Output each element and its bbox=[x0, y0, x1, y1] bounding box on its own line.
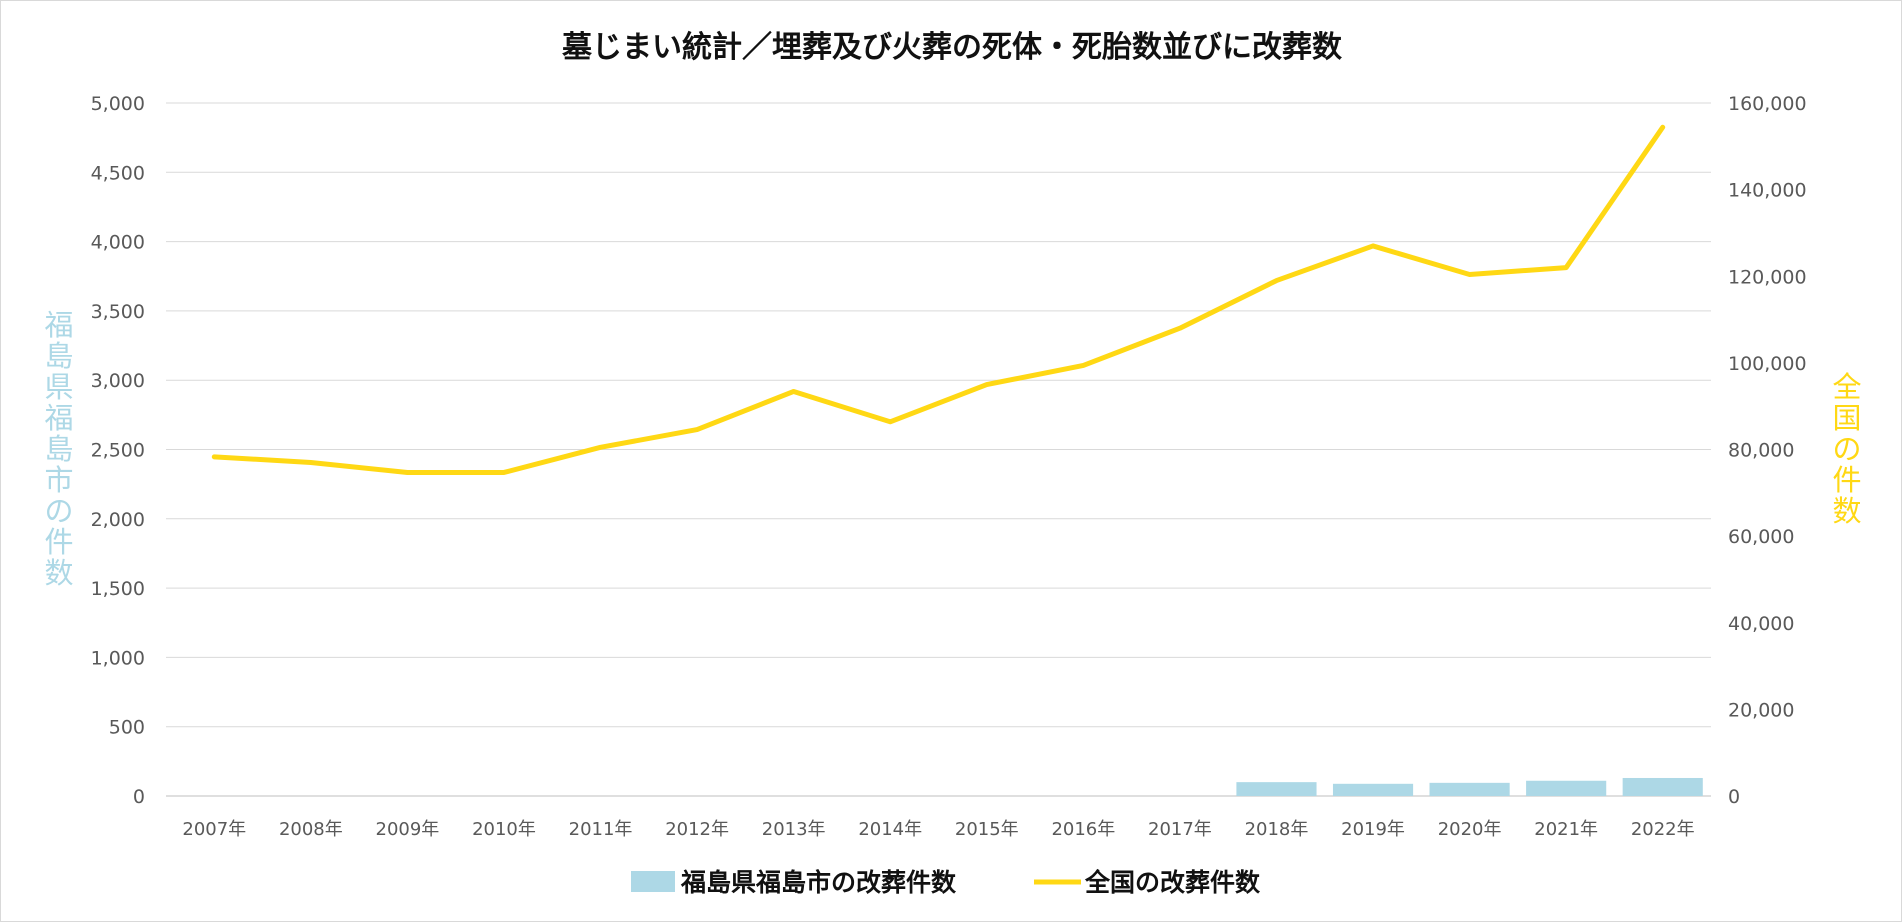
x-tick-label: 2019年 bbox=[1341, 819, 1405, 840]
line-point bbox=[1372, 245, 1374, 247]
bar bbox=[1429, 782, 1510, 796]
left-tick-label: 0 bbox=[133, 786, 145, 808]
line-point bbox=[1469, 274, 1471, 276]
x-tick-label: 2012年 bbox=[665, 819, 729, 840]
right-tick-label: 20,000 bbox=[1728, 699, 1794, 721]
right-tick-label: 100,000 bbox=[1728, 353, 1807, 375]
x-tick-label: 2016年 bbox=[1051, 819, 1115, 840]
line-point bbox=[1082, 364, 1084, 366]
legend-swatch-bar bbox=[631, 871, 675, 892]
x-tick-label: 2022年 bbox=[1631, 819, 1695, 840]
left-axis-ticks: 0 500 1,000 1,500 2,000 2,500 3,000 3,500 4,000 4… bbox=[91, 93, 145, 808]
left-tick-label: 500 bbox=[109, 717, 145, 739]
left-tick-label: 3,500 bbox=[91, 301, 145, 323]
x-tick-label: 2009年 bbox=[376, 819, 440, 840]
line-point bbox=[1565, 267, 1567, 269]
line-point bbox=[310, 461, 312, 463]
line-path bbox=[211, 124, 1666, 475]
line-point bbox=[793, 390, 795, 392]
legend-label-bar: 福島県福島市の改葬件数 bbox=[680, 868, 957, 897]
x-tick-label: 2008年 bbox=[279, 819, 343, 840]
line-point bbox=[1662, 126, 1664, 128]
bar bbox=[1332, 783, 1414, 796]
x-tick-label: 2010年 bbox=[472, 819, 536, 840]
right-axis-ticks: 0 20,000 40,000 60,000 80,000 100,000 120,000 1… bbox=[1728, 93, 1807, 808]
axis-title-text: 福島県福島市の件数 bbox=[44, 308, 73, 590]
line-point bbox=[213, 456, 215, 458]
line-point bbox=[986, 384, 988, 386]
right-tick-label: 0 bbox=[1728, 786, 1740, 808]
x-tick-label: 2015年 bbox=[955, 819, 1019, 840]
legend-label-line: 全国の改葬件数 bbox=[1084, 868, 1261, 897]
right-axis-title: 全国の件数 bbox=[1832, 370, 1861, 528]
x-tick-label: 2011年 bbox=[569, 819, 633, 840]
bar bbox=[1526, 780, 1607, 796]
bar bbox=[1236, 782, 1317, 796]
left-tick-label: 2,500 bbox=[91, 440, 145, 462]
line-point bbox=[503, 471, 505, 473]
line-point bbox=[406, 471, 408, 473]
x-tick-label: 2013年 bbox=[762, 819, 826, 840]
x-tick-label: 2021年 bbox=[1534, 819, 1598, 840]
line-point bbox=[696, 429, 698, 431]
bar-series bbox=[1236, 777, 1703, 796]
x-tick-label: 2018年 bbox=[1245, 819, 1309, 840]
line-point bbox=[1275, 280, 1277, 282]
right-tick-label: 140,000 bbox=[1728, 180, 1807, 202]
x-tick-label: 2007年 bbox=[182, 819, 246, 840]
left-tick-label: 2,000 bbox=[91, 509, 145, 531]
left-tick-label: 1,000 bbox=[91, 647, 145, 669]
axis-title-text: 全国の件数 bbox=[1832, 370, 1861, 528]
gridlines bbox=[166, 102, 1711, 797]
line-series bbox=[211, 124, 1666, 475]
x-axis-ticks: 2007年 2008年 2009年 2010年 2011年 2012年 2013年 2014年… bbox=[182, 819, 1694, 840]
bar bbox=[1622, 777, 1703, 796]
x-tick-label: 2014年 bbox=[858, 819, 922, 840]
left-tick-label: 1,500 bbox=[91, 578, 145, 600]
line-point bbox=[600, 446, 602, 448]
right-tick-label: 120,000 bbox=[1728, 266, 1807, 288]
left-tick-label: 4,500 bbox=[91, 162, 145, 184]
left-tick-label: 5,000 bbox=[91, 93, 145, 115]
x-tick-label: 2017年 bbox=[1148, 819, 1212, 840]
right-tick-label: 40,000 bbox=[1728, 613, 1794, 635]
left-axis-title: 福島県福島市の件数 bbox=[44, 308, 73, 590]
right-tick-label: 60,000 bbox=[1728, 526, 1794, 548]
right-tick-label: 160,000 bbox=[1728, 93, 1807, 115]
legend: 福島県福島市の改葬件数 全国の改葬件数 bbox=[631, 868, 1261, 897]
line-point bbox=[889, 421, 891, 423]
chart-title: 墓じまい統計／埋葬及び火葬の死体・死胎数並びに改葬数 bbox=[561, 30, 1343, 65]
left-tick-label: 4,000 bbox=[91, 232, 145, 254]
right-tick-label: 80,000 bbox=[1728, 440, 1794, 462]
x-tick-label: 2020年 bbox=[1438, 819, 1502, 840]
line-point bbox=[1179, 327, 1181, 329]
left-tick-label: 3,000 bbox=[91, 370, 145, 392]
